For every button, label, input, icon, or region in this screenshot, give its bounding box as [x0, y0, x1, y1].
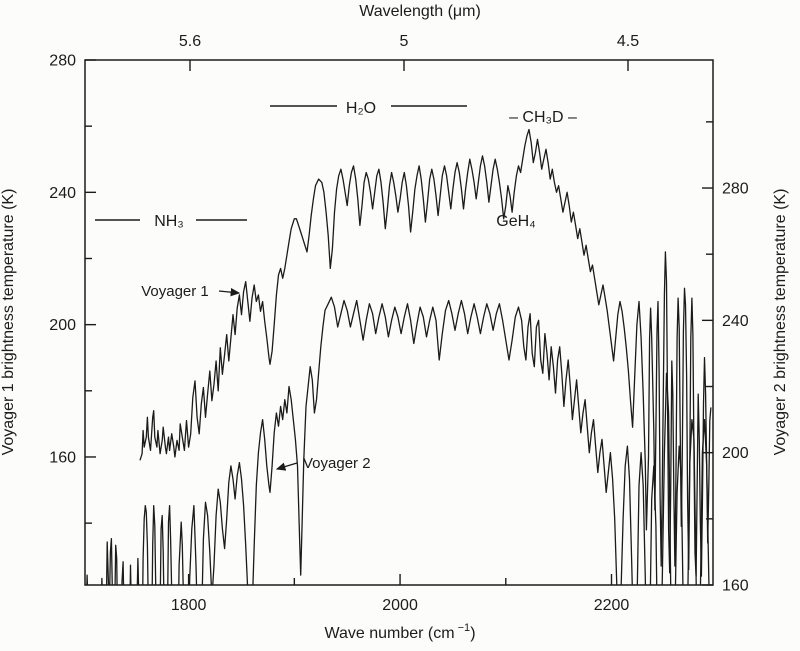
wavelength-tick-label: 5 [400, 33, 409, 50]
right-axis-tick-label: 160 [722, 578, 749, 595]
wavelength-tick-label: 5.6 [179, 33, 201, 50]
plot-frame [84, 59, 714, 586]
annotation-geh4: GeH₄ [496, 213, 535, 230]
voyager2-curve [86, 296, 710, 585]
bottom-axis-title-part: −1 [455, 622, 471, 634]
bottom-axis-title: Wave number (cm −1) [324, 622, 475, 642]
x-axis-tick-label: 2200 [594, 597, 630, 614]
left-axis-tick-label: 280 [49, 53, 76, 70]
bottom-axis-title-part: ) [470, 625, 475, 642]
left-axis-title: Voyager 1 brightness temperature (K) [0, 189, 17, 456]
x-axis-tick-label: 1800 [171, 597, 207, 614]
right-axis-tick-label: 200 [722, 445, 749, 462]
x-axis-tick-label: 2000 [382, 597, 418, 614]
left-axis-tick-label: 200 [49, 317, 76, 334]
annotation-nh3: NH₃ [154, 213, 184, 230]
voyager1-curve [139, 128, 712, 577]
wavelength-tick-label: 4.5 [617, 33, 639, 50]
right-axis-title: Voyager 2 brightness temperature (K) [772, 189, 789, 456]
bottom-axis-title-part: Wave number (cm [324, 625, 454, 642]
annotation-ch3d: – CH₃D – [509, 109, 577, 126]
left-axis-tick-label: 160 [49, 449, 76, 466]
annotation-voyager2: Voyager 2 [303, 455, 371, 472]
right-axis-tick-label: 280 [722, 181, 749, 198]
annotation-voyager1: Voyager 1 [141, 283, 209, 300]
plot-generated-content: 1800 2000 2200 5.6 5 4.5 280 240 200 160 280 240 200… [49, 33, 749, 642]
annotation-h2o: H₂O [346, 100, 376, 117]
top-axis-title: Wavelength (μm) [359, 3, 481, 20]
annotation-arrow-voyager1 [218, 287, 241, 297]
annotation-arrow-voyager2 [275, 462, 298, 471]
right-axis-tick-label: 240 [722, 313, 749, 330]
left-axis-tick-label: 240 [49, 185, 76, 202]
